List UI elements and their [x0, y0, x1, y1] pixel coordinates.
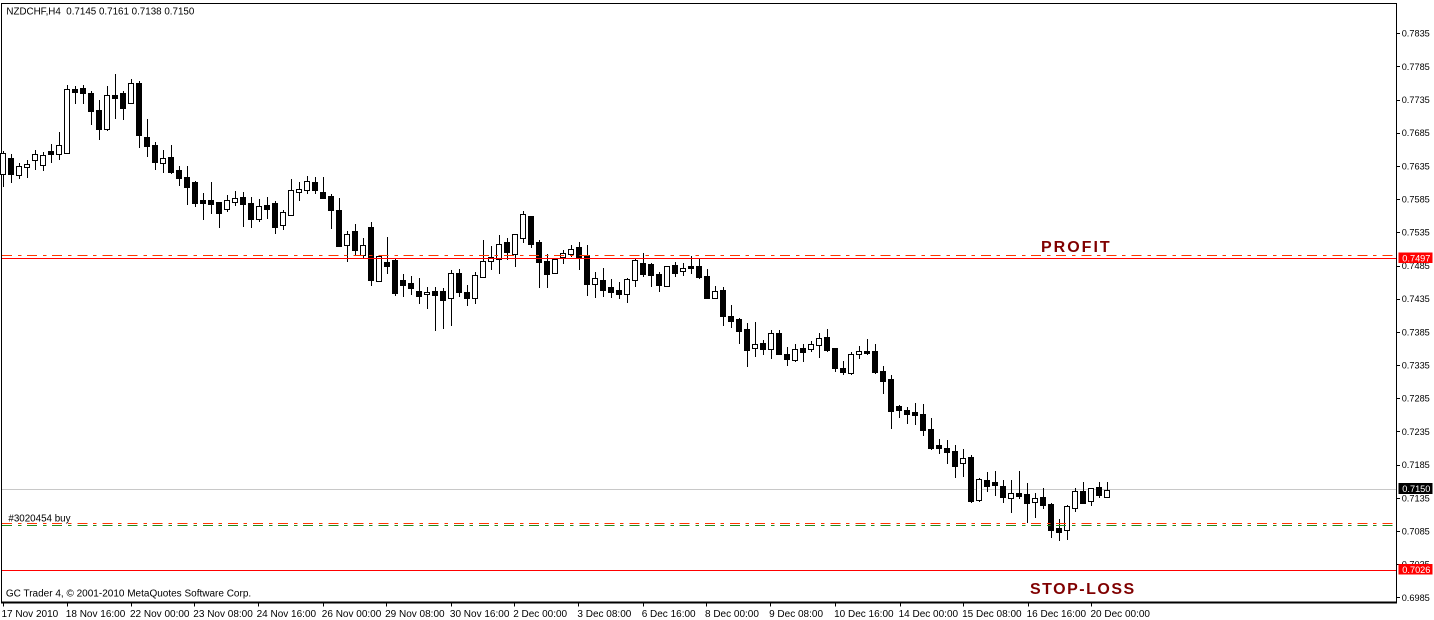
svg-text:26 Nov 00:00: 26 Nov 00:00	[322, 609, 382, 620]
svg-text:0.7335: 0.7335	[1402, 361, 1430, 371]
svg-text:0.7485: 0.7485	[1402, 261, 1430, 271]
svg-text:0.7435: 0.7435	[1402, 294, 1430, 304]
svg-text:0.7635: 0.7635	[1402, 161, 1430, 171]
svg-text:2 Dec 00:00: 2 Dec 00:00	[513, 609, 567, 620]
svg-text:23 Nov 08:00: 23 Nov 08:00	[193, 609, 253, 620]
svg-text:0.7685: 0.7685	[1402, 128, 1430, 138]
svg-text:24 Nov 16:00: 24 Nov 16:00	[257, 609, 317, 620]
svg-text:0.7785: 0.7785	[1402, 62, 1430, 72]
svg-text:8 Dec 00:00: 8 Dec 00:00	[705, 609, 759, 620]
svg-text:22 Nov 00:00: 22 Nov 00:00	[130, 609, 190, 620]
svg-text:18 Nov 16:00: 18 Nov 16:00	[66, 609, 126, 620]
svg-text:0.6985: 0.6985	[1402, 593, 1430, 603]
svg-text:0.7385: 0.7385	[1402, 327, 1430, 337]
svg-text:0.7135: 0.7135	[1402, 493, 1430, 503]
svg-text:0.7285: 0.7285	[1402, 394, 1430, 404]
svg-text:14 Dec 00:00: 14 Dec 00:00	[899, 609, 959, 620]
svg-text:0.7835: 0.7835	[1402, 29, 1430, 39]
svg-text:17 Nov 2010: 17 Nov 2010	[2, 609, 59, 620]
svg-text:29 Nov 08:00: 29 Nov 08:00	[385, 609, 445, 620]
svg-text:0.7150: 0.7150	[1402, 484, 1430, 494]
svg-text:0.7185: 0.7185	[1402, 460, 1430, 470]
svg-text:0.7026: 0.7026	[1402, 565, 1430, 575]
svg-text:GC Trader 4, © 2001-2010 MetaQ: GC Trader 4, © 2001-2010 MetaQuotes Soft…	[6, 589, 251, 600]
svg-text:0.7235: 0.7235	[1402, 427, 1430, 437]
svg-text:0.7497: 0.7497	[1402, 253, 1430, 263]
svg-text:15 Dec 08:00: 15 Dec 08:00	[962, 609, 1022, 620]
svg-text:0.7585: 0.7585	[1402, 195, 1430, 205]
svg-text:30 Nov 16:00: 30 Nov 16:00	[450, 609, 510, 620]
svg-text:3 Dec 08:00: 3 Dec 08:00	[577, 609, 631, 620]
svg-text:6 Dec 16:00: 6 Dec 16:00	[642, 609, 696, 620]
svg-text:NZDCHF,H4 0.7145 0.7161 0.713: NZDCHF,H4 0.7145 0.7161 0.7138 0.7150	[6, 7, 194, 18]
svg-text:0.7085: 0.7085	[1402, 526, 1430, 536]
svg-text:#3020454 buy: #3020454 buy	[8, 514, 70, 525]
svg-text:PROFIT: PROFIT	[1041, 239, 1112, 256]
svg-text:0.7735: 0.7735	[1402, 95, 1430, 105]
svg-text:10 Dec 16:00: 10 Dec 16:00	[834, 609, 894, 620]
svg-text:0.7535: 0.7535	[1402, 228, 1430, 238]
svg-text:9 Dec 08:00: 9 Dec 08:00	[769, 609, 823, 620]
svg-text:16 Dec 16:00: 16 Dec 16:00	[1027, 609, 1087, 620]
svg-text:STOP-LOSS: STOP-LOSS	[1030, 581, 1136, 598]
svg-text:20 Dec 00:00: 20 Dec 00:00	[1091, 609, 1151, 620]
